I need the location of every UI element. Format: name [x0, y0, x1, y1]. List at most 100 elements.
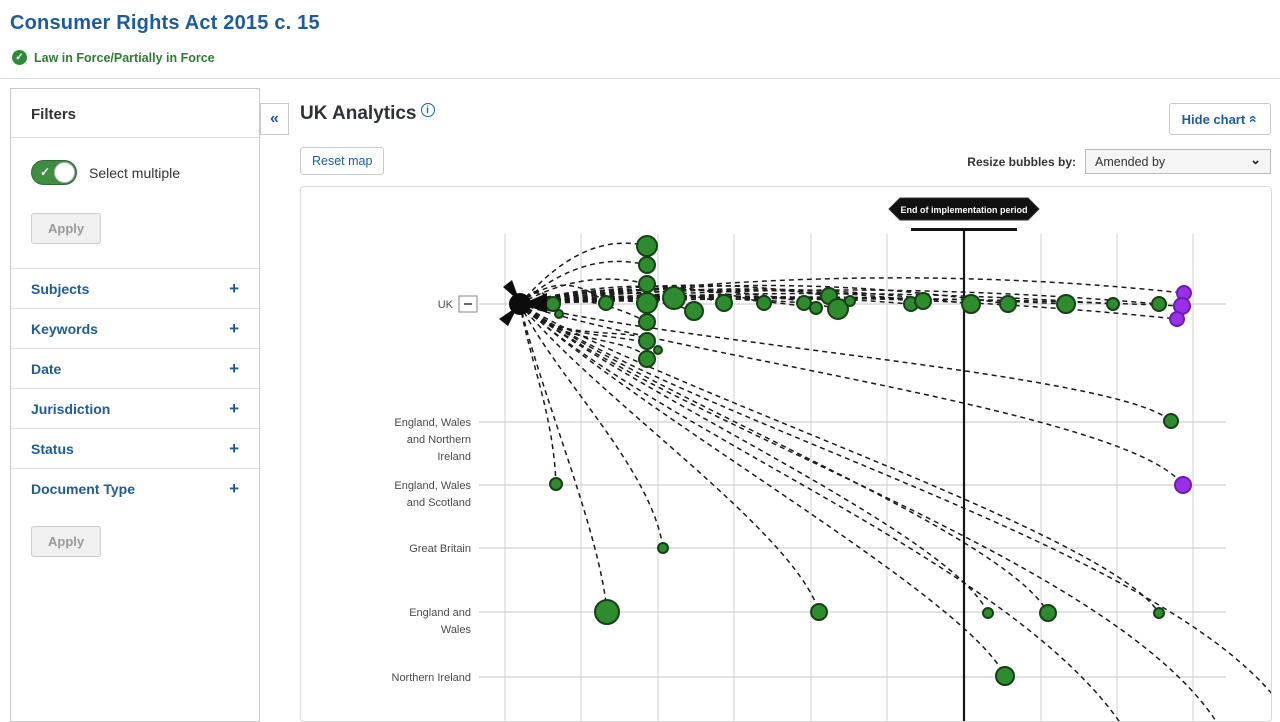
- arrowhead-icon: [522, 293, 547, 313]
- source-document-node[interactable]: [509, 293, 531, 315]
- chart-bubble[interactable]: [1169, 311, 1185, 327]
- reset-map-button[interactable]: Reset map: [300, 147, 385, 175]
- select-multiple-toggle[interactable]: ✓: [31, 160, 77, 185]
- chart-bubble[interactable]: [756, 295, 772, 311]
- chart-bubble[interactable]: [1153, 607, 1165, 619]
- citation-link: [519, 303, 664, 549]
- citation-link: [519, 303, 557, 485]
- sidebar-section-date[interactable]: Date +: [11, 348, 259, 388]
- chart-bubble[interactable]: [796, 295, 812, 311]
- implementation-period-flag[interactable]: [888, 197, 1040, 221]
- divider: [11, 137, 259, 138]
- chart-bubble[interactable]: [1106, 297, 1120, 311]
- citation-link: [519, 303, 820, 613]
- resize-bubbles-label: Resize bubbles by:: [967, 154, 1076, 169]
- sidebar-section-keywords[interactable]: Keywords +: [11, 308, 259, 348]
- chart-bubble[interactable]: [995, 666, 1015, 686]
- apply-button-top[interactable]: Apply: [31, 213, 102, 244]
- y-axis-label: Great Britain: [409, 543, 471, 555]
- check-circle-icon: ✓: [12, 50, 27, 65]
- plus-icon[interactable]: +: [229, 439, 239, 458]
- citation-link: [519, 303, 1160, 614]
- plus-icon[interactable]: +: [229, 399, 239, 418]
- chart-bubble[interactable]: [914, 292, 932, 310]
- page-title: Consumer Rights Act 2015 c. 15: [10, 12, 320, 34]
- chart-bubble[interactable]: [638, 350, 656, 368]
- chart-bubble[interactable]: [827, 298, 849, 320]
- chart-bubble[interactable]: [1039, 604, 1057, 622]
- chart-bubble[interactable]: [844, 295, 856, 307]
- filters-title: Filters: [31, 106, 77, 123]
- citation-link: [519, 303, 1049, 614]
- chart-bubble[interactable]: [1163, 413, 1179, 429]
- chart-bubble[interactable]: [662, 286, 686, 310]
- chevron-down-icon: ⌄: [1250, 151, 1261, 167]
- sidebar-section-status[interactable]: Status +: [11, 428, 259, 468]
- citation-link: [519, 260, 648, 305]
- chart-bubble[interactable]: [1151, 296, 1167, 312]
- chart-bubble[interactable]: [1056, 294, 1076, 314]
- chart-bubble[interactable]: [638, 275, 656, 293]
- chart-bubble[interactable]: [545, 296, 561, 312]
- apply-button-bottom[interactable]: Apply: [31, 526, 102, 557]
- chevrons-up-icon: «: [1246, 115, 1263, 123]
- status-text: Law in Force/Partially in Force: [34, 50, 215, 65]
- chart-bubble[interactable]: [809, 301, 823, 315]
- chart-bubble[interactable]: [636, 292, 658, 314]
- chart-bubble[interactable]: [982, 607, 994, 619]
- info-icon[interactable]: i: [420, 103, 435, 117]
- chart-bubble[interactable]: [715, 294, 733, 312]
- toggle-knob: [54, 162, 75, 183]
- analytics-bubble-chart[interactable]: UK England, Wales and Northern Ireland Engla…: [300, 186, 1272, 722]
- citation-link: [519, 278, 648, 305]
- chart-bubble[interactable]: [638, 332, 656, 350]
- plus-icon[interactable]: +: [229, 359, 239, 378]
- chart-bubble[interactable]: [638, 256, 656, 274]
- plus-icon[interactable]: +: [229, 479, 239, 498]
- chart-bubble[interactable]: [810, 603, 828, 621]
- plus-icon[interactable]: +: [229, 319, 239, 338]
- chart-bubble[interactable]: [554, 309, 564, 319]
- sidebar-collapse-button[interactable]: «: [260, 103, 289, 135]
- chart-bubble[interactable]: [1174, 476, 1192, 494]
- citation-link: [519, 242, 648, 305]
- chart-bubble[interactable]: [961, 294, 981, 314]
- hide-chart-button[interactable]: Hide chart«: [1168, 103, 1271, 135]
- select-multiple-label: Select multiple: [89, 164, 181, 181]
- citation-link: [519, 284, 607, 305]
- citation-link: [519, 303, 989, 614]
- chart-bubble[interactable]: [549, 477, 563, 491]
- y-axis-label: Northern Ireland: [392, 672, 472, 684]
- sidebar-section-document-type[interactable]: Document Type +: [11, 468, 259, 508]
- citation-link: [519, 303, 1217, 721]
- chevrons-left-icon: «: [270, 110, 279, 127]
- flag-label: End of implementation period: [900, 205, 1027, 215]
- chart-bubble[interactable]: [653, 345, 663, 355]
- flag-crossbar: [911, 228, 1017, 231]
- sidebar-section-subjects[interactable]: Subjects +: [11, 268, 259, 308]
- citation-link: [519, 285, 765, 305]
- citation-link: [519, 289, 725, 305]
- citation-link: [519, 303, 1172, 422]
- citation-link: [519, 303, 648, 360]
- chart-bubble[interactable]: [999, 295, 1017, 313]
- chart-bubble[interactable]: [598, 295, 614, 311]
- chart-bubble[interactable]: [684, 301, 704, 321]
- y-axis-label: England and Wales: [409, 607, 471, 636]
- header-divider: [0, 78, 1280, 79]
- citation-link: [519, 303, 1271, 695]
- y-axis-label: England, Wales and Northern Ireland: [394, 417, 471, 463]
- citation-link: [519, 277, 1185, 305]
- chart-bubble[interactable]: [657, 542, 669, 554]
- resize-bubbles-select[interactable]: Amended by ⌄: [1085, 149, 1271, 174]
- resize-select-value: Amended by: [1095, 154, 1166, 169]
- y-axis-label: England, Wales and Scotland: [394, 480, 471, 509]
- chart-bubble[interactable]: [636, 235, 658, 257]
- status-badge: ✓ Law in Force/Partially in Force: [12, 50, 215, 65]
- chart-bubble[interactable]: [594, 599, 620, 625]
- chart-bubble[interactable]: [638, 313, 656, 331]
- plus-icon[interactable]: +: [229, 279, 239, 298]
- sidebar-section-jurisdiction[interactable]: Jurisdiction +: [11, 388, 259, 428]
- citation-link: [519, 303, 608, 613]
